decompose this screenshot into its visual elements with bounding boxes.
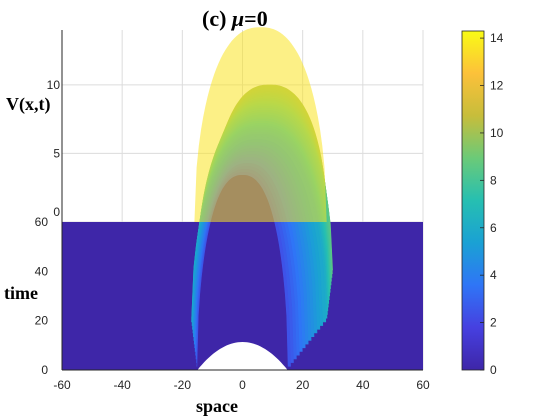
y-tick-labels: 0 20 40 60	[35, 215, 49, 377]
surface-front-cutout	[197, 342, 288, 370]
x-tick-label: 20	[296, 378, 310, 392]
colorbar-tick-label: 4	[490, 268, 497, 282]
chart-title: (c) μ=0	[202, 6, 268, 31]
z-tick-label: 0	[53, 205, 60, 219]
x-tick-labels: -60 -40 -20 0 20 40 60	[53, 378, 430, 392]
surface-peak-cap	[194, 27, 327, 222]
x-tick-label: -60	[53, 378, 71, 392]
y-tick-label: 60	[35, 215, 49, 229]
x-axis-label: space	[196, 396, 238, 416]
colorbar	[461, 30, 485, 371]
x-tick-label: 40	[356, 378, 370, 392]
colorbar-tick-label: 14	[490, 31, 504, 45]
colorbar-tick-label: 6	[490, 221, 497, 235]
y-axis-label: time	[4, 283, 38, 303]
colorbar-tick-label: 2	[490, 316, 497, 330]
x-tick-label: 60	[416, 378, 430, 392]
surface-plot	[62, 27, 423, 370]
colorbar-tick-label: 12	[490, 79, 504, 93]
colorbar-tick-label: 10	[490, 126, 504, 140]
x-tick-label: -20	[174, 378, 192, 392]
z-axis-label: V(x,t)	[6, 94, 50, 115]
y-tick-label: 40	[35, 264, 49, 278]
y-tick-label: 0	[41, 363, 48, 377]
colorbar-tick-label: 8	[490, 173, 497, 187]
z-tick-labels: 0 5 10	[47, 78, 61, 219]
colorbar-tick-label: 0	[490, 363, 497, 377]
z-tick-label: 5	[53, 146, 60, 160]
x-tick-label: -40	[113, 378, 131, 392]
x-tick-label: 0	[239, 378, 246, 392]
y-tick-label: 20	[35, 314, 49, 328]
z-tick-label: 10	[47, 78, 61, 92]
colorbar-tick-labels: 0 2 4 6 8 10 12 14	[480, 31, 504, 377]
